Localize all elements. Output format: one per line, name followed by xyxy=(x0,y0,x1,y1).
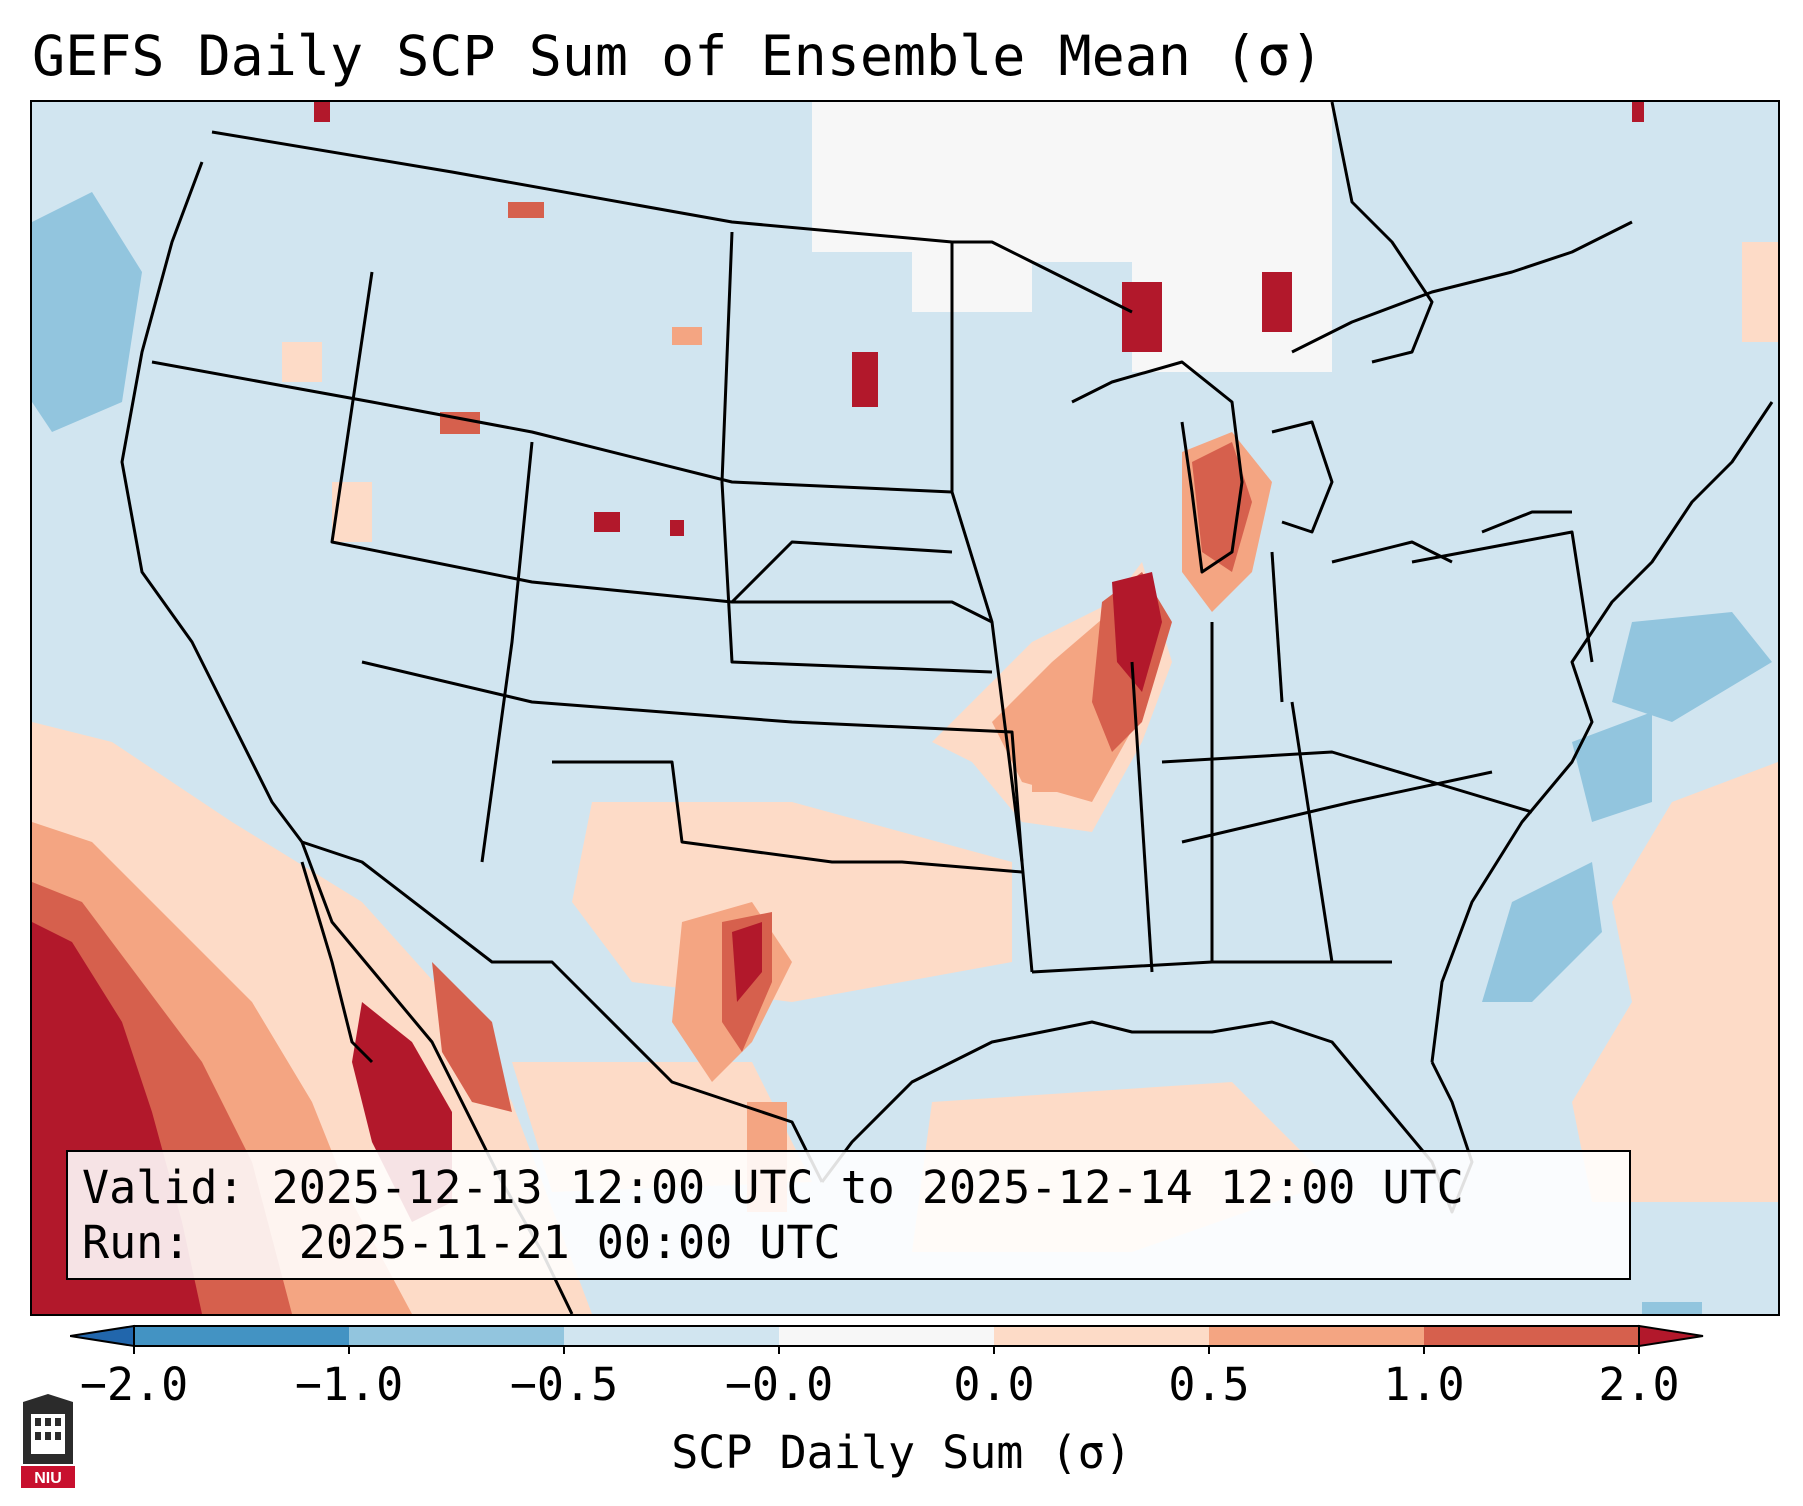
run-label: Run: xyxy=(82,1216,191,1269)
colorbar-tick-label: 1.0 xyxy=(1383,1358,1465,1411)
colorbar-tick-label: −0.0 xyxy=(724,1358,834,1411)
colorbar-extend-high xyxy=(1638,1324,1704,1348)
colorbar-segment xyxy=(564,1326,779,1346)
colorbar xyxy=(70,1324,1704,1354)
colorbar-segment xyxy=(134,1326,349,1346)
niu-logo: NIU xyxy=(21,1394,75,1488)
colorbar-tick-label: −1.0 xyxy=(294,1358,404,1411)
colorbar-extend-low xyxy=(70,1324,135,1348)
valid-label: Valid: xyxy=(82,1161,245,1214)
map-panel xyxy=(30,100,1780,1316)
colorbar-tick-label: 0.5 xyxy=(1168,1358,1250,1411)
run-value: 2025-11-21 00:00 UTC xyxy=(298,1216,841,1269)
central-warm-corridor xyxy=(932,432,1272,832)
colorbar-segment xyxy=(349,1326,564,1346)
near-zero-regions xyxy=(812,102,1332,372)
logo-text: NIU xyxy=(34,1470,62,1487)
colorbar-segment xyxy=(779,1326,994,1346)
colorbar-segment xyxy=(994,1326,1209,1346)
valid-value: 2025-12-13 12:00 UTC to 2025-12-14 12:00… xyxy=(271,1161,1464,1214)
colorbar-segment xyxy=(1424,1326,1639,1346)
validity-info-box: Valid: 2025-12-13 12:00 UTC to 2025-12-1… xyxy=(66,1150,1631,1280)
colorbar-tick-label: −2.0 xyxy=(79,1358,189,1411)
atlantic-cool-region xyxy=(32,192,1772,1314)
chart-title: GEFS Daily SCP Sum of Ensemble Mean (σ) xyxy=(32,24,1324,88)
colorbar-label: SCP Daily Sum (σ) xyxy=(671,1426,1132,1479)
colorbar-tick-label: 2.0 xyxy=(1598,1358,1680,1411)
colorbar-tick-label: −0.5 xyxy=(509,1358,619,1411)
colorbar-segment xyxy=(1209,1326,1424,1346)
map-canvas xyxy=(32,102,1778,1314)
colorbar-tick-label: 0.0 xyxy=(953,1358,1035,1411)
